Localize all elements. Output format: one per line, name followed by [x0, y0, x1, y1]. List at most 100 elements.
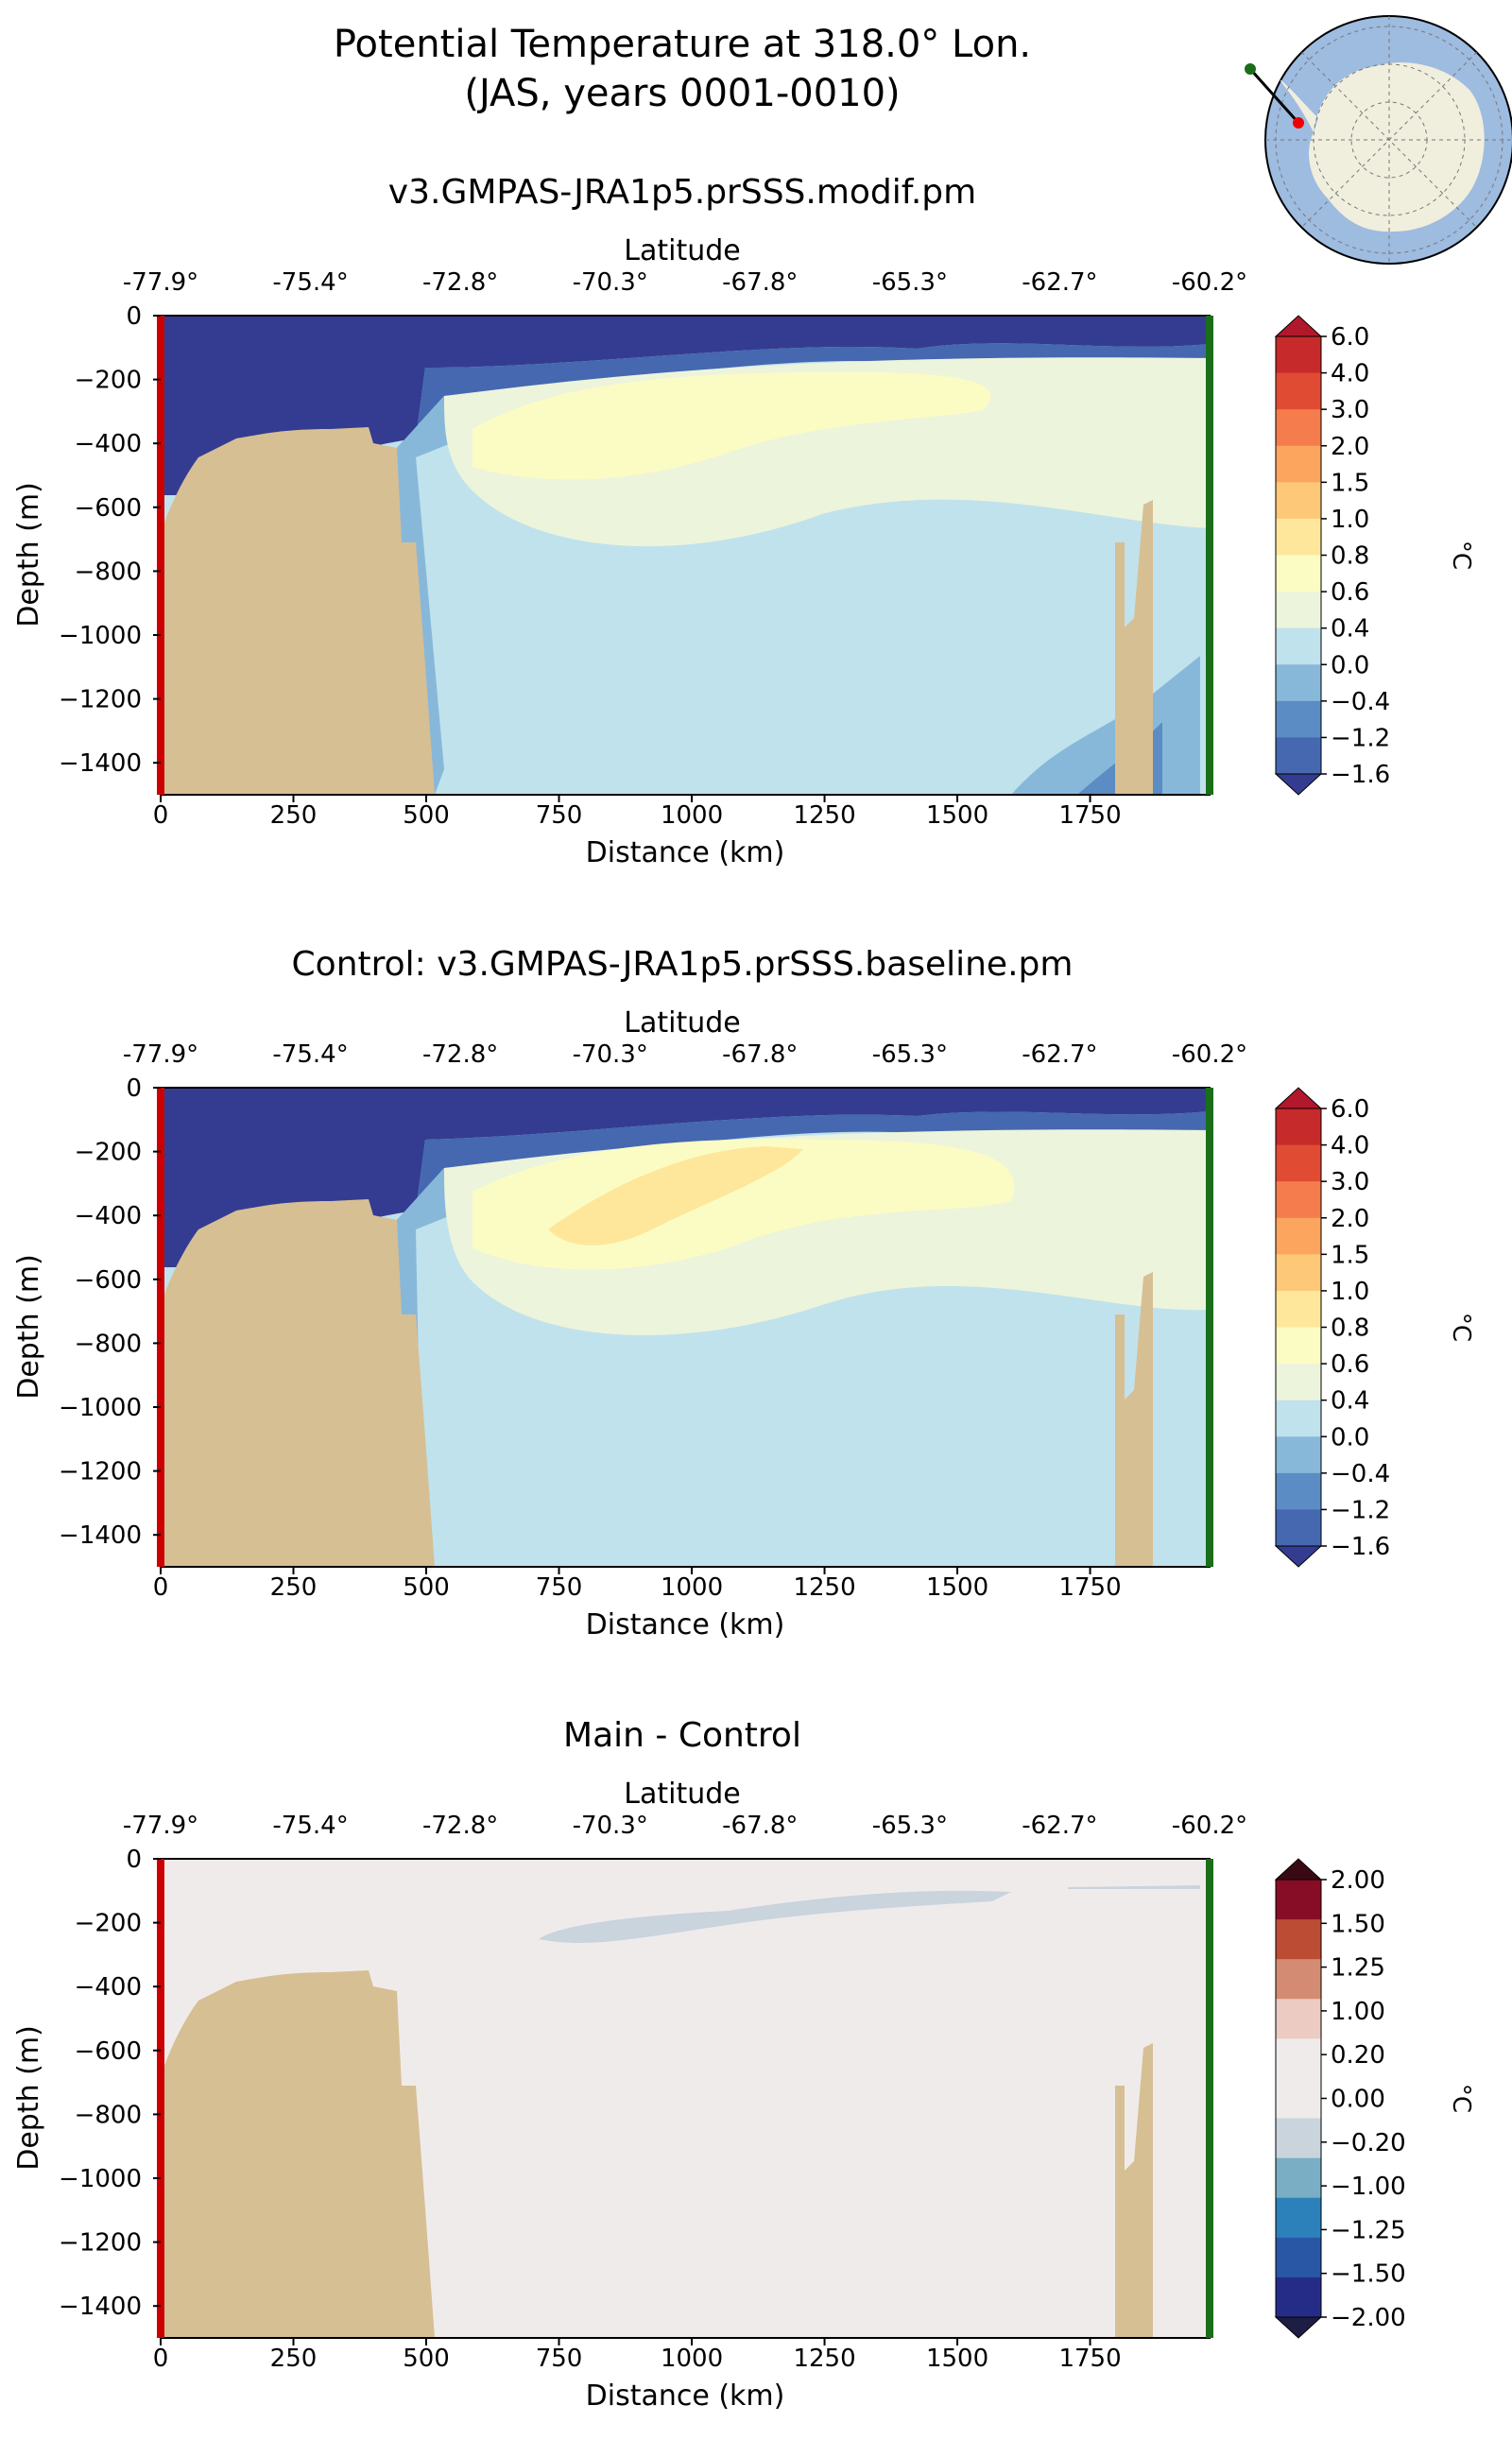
colorbar-segment	[1276, 2118, 1321, 2159]
x-tick-label: 1000	[661, 1573, 723, 1602]
top-axis-label: Latitude	[624, 1778, 740, 1811]
x-tick-label: 750	[536, 801, 583, 830]
x-axis-label: Distance (km)	[586, 836, 785, 869]
x-tick-label: 1250	[793, 2345, 855, 2373]
x-axis-label: Distance (km)	[586, 2380, 785, 2413]
cool-shelf-layer	[397, 1111, 1210, 1220]
top-tick-label: -72.8°	[422, 1040, 498, 1069]
y-axis: 0 −200 −400 −600 −800 −1000 −1200 −1400	[59, 1074, 142, 1550]
colorbar-segment	[1276, 737, 1321, 775]
colorbar-tick-label: 0.00	[1331, 2086, 1385, 2114]
x-tick-label: 0	[153, 1573, 169, 1602]
colorbar-extend-min	[1274, 773, 1323, 796]
y-axis-label: Depth (m)	[12, 2025, 45, 2171]
colorbar-tick-label: −1.00	[1331, 2173, 1406, 2201]
seamount-bathymetry	[1115, 1272, 1153, 1567]
top-axis-ticks: -77.9° -75.4° -72.8° -70.3° -67.8° -65.3…	[123, 268, 1247, 297]
y-tick-label: −800	[75, 558, 142, 586]
top-tick-label: -62.7°	[1022, 1812, 1097, 1840]
y-tick-label: −1000	[59, 1394, 142, 1422]
y-tick-label: −1200	[59, 2229, 142, 2258]
top-tick-label: -72.8°	[422, 1812, 498, 1840]
y-axis: 0 −200 −400 −600 −800 −1000 −1200 −1400	[59, 302, 142, 778]
colorbar-extend-max	[1274, 315, 1323, 337]
colorbar-tick-label: −0.20	[1331, 2129, 1406, 2157]
colorbar-segment	[1276, 2277, 1321, 2318]
y-tick-label: −600	[75, 494, 142, 523]
colorbar-tick-label: 1.0	[1331, 1278, 1369, 1306]
colorbar-segment	[1276, 336, 1321, 374]
y-tick-label: −800	[75, 2101, 142, 2129]
y-tick-label: 0	[126, 1074, 142, 1103]
colorbar-segment	[1276, 372, 1321, 410]
colorbar-segment	[1276, 2197, 1321, 2239]
top-tick-label: -67.8°	[722, 268, 798, 297]
colorbar-tick-label: 0.8	[1331, 542, 1369, 571]
top-tick-label: -67.8°	[722, 1812, 798, 1840]
top-tick-label: -77.9°	[123, 1812, 198, 1840]
y-axis: 0 −200 −400 −600 −800 −1000 −1200 −1400	[59, 1846, 142, 2321]
colorbar-segment	[1276, 1181, 1321, 1219]
colorbar-segment	[1276, 482, 1321, 520]
continental-shelf-bathymetry	[161, 1970, 435, 2338]
colorbar-segment	[1276, 555, 1321, 593]
colorbar-segment	[1276, 627, 1321, 665]
colorbar-tick-label: −1.50	[1331, 2260, 1406, 2289]
top-tick-label: -77.9°	[123, 1040, 198, 1069]
colorbar-tick-label: 3.0	[1331, 396, 1369, 424]
top-tick-label: -70.3°	[573, 1812, 648, 1840]
colorbar-segment	[1276, 1364, 1321, 1401]
cold-slope-wedge	[387, 389, 586, 795]
x-tick-label: 250	[270, 2345, 318, 2373]
section-plot-area: 0 250 500 750 1000 1250 1500 1750 0 −200…	[12, 1074, 1213, 1641]
colorbar-segment	[1276, 1108, 1321, 1146]
top-tick-label: -77.9°	[123, 268, 198, 297]
top-tick-label: -75.4°	[272, 268, 348, 297]
antarctica-landmass	[1278, 62, 1485, 232]
colorbar-tick-label: 0.8	[1331, 1314, 1369, 1343]
y-tick-label: −1400	[59, 1521, 142, 1550]
continental-shelf-bathymetry	[161, 427, 435, 795]
colorbar-tick-label: −1.2	[1331, 1496, 1390, 1524]
colorbar-segment	[1276, 1254, 1321, 1292]
top-tick-label: -62.7°	[1022, 268, 1097, 297]
colorbar-segment	[1276, 700, 1321, 738]
colorbar-tick-label: 2.0	[1331, 433, 1369, 461]
colorbar-tick-label: 2.0	[1331, 1205, 1369, 1233]
colorbar-segment	[1276, 1509, 1321, 1547]
x-tick-label: 1250	[793, 1573, 855, 1602]
figure-title-line2: (JAS, years 0001-0010)	[464, 72, 900, 115]
section-plot-area: 0 250 500 750 1000 1250 1500 1750 0 −200…	[12, 302, 1213, 869]
y-tick-label: −1200	[59, 686, 142, 714]
colorbar-tick-label: 0.20	[1331, 2041, 1385, 2070]
top-tick-label: -60.2°	[1172, 1812, 1247, 1840]
colorbar-segment	[1276, 518, 1321, 556]
top-tick-label: -62.7°	[1022, 1040, 1097, 1069]
colorbar-extend-min	[1274, 2316, 1323, 2339]
panel-title: Control: v3.GMPAS-JRA1p5.prSSS.baseline.…	[292, 945, 1074, 984]
colorbar-tick-label: 1.00	[1331, 1998, 1385, 2026]
colorbar-unit-label: °C	[1447, 1313, 1475, 1342]
colorbar-segment	[1276, 1290, 1321, 1328]
colorbar-segment	[1276, 1959, 1321, 2000]
colorbar-segment	[1276, 1919, 1321, 1960]
y-tick-label: −800	[75, 1330, 142, 1358]
top-axis-label: Latitude	[624, 1006, 740, 1040]
y-axis-label: Depth (m)	[12, 1254, 45, 1400]
x-tick-label: 250	[270, 1573, 318, 1602]
top-tick-label: -65.3°	[872, 1040, 948, 1069]
colorbar-tick-label: 4.0	[1331, 360, 1369, 388]
colorbar-tick-label: −1.6	[1331, 1533, 1390, 1561]
top-tick-label: -60.2°	[1172, 1040, 1247, 1069]
top-tick-label: -60.2°	[1172, 268, 1247, 297]
y-tick-label: −600	[75, 2037, 142, 2066]
colorbar-tick-label: −0.4	[1331, 1460, 1390, 1488]
x-tick-label: 250	[270, 801, 318, 830]
colorbar-segment	[1276, 1400, 1321, 1437]
y-tick-label: −400	[75, 1973, 142, 2002]
colorbar-tick-label: 1.50	[1331, 1910, 1385, 1938]
x-axis: 0 250 500 750 1000 1250 1500 1750	[153, 1573, 1122, 1602]
colorbar-tick-label: −1.2	[1331, 724, 1390, 752]
hot-core-layer	[548, 1146, 803, 1246]
